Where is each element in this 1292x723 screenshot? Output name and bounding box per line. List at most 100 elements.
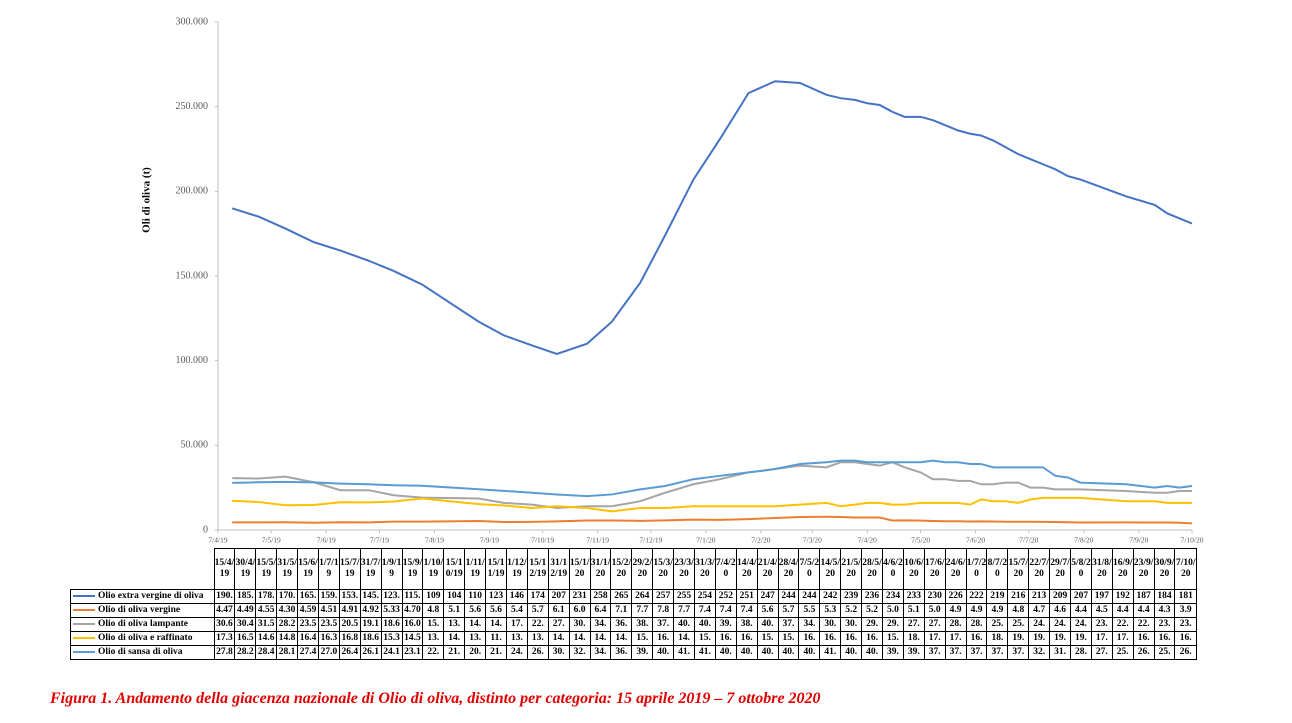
table-value: 23. bbox=[1174, 617, 1197, 632]
table-value: 14. bbox=[464, 617, 487, 632]
table-value: 20.5 bbox=[338, 617, 361, 632]
table-value: 39. bbox=[882, 645, 904, 660]
table-value: 14. bbox=[673, 631, 695, 646]
table-value: 247 bbox=[756, 589, 779, 604]
table-date: 21/4/20 bbox=[756, 548, 779, 590]
table-value: 40. bbox=[861, 645, 883, 660]
table-value: 7.4 bbox=[693, 603, 716, 618]
table-header-row: 15/4/19 30/4/19 15/5/19 31/5/19 15/6/19 1/7/1… bbox=[71, 548, 1197, 590]
table-value: 178. bbox=[255, 589, 278, 604]
legend-label: Olio extra vergine di oliva bbox=[98, 591, 204, 601]
x-tick-label: 7/10/20 bbox=[1181, 536, 1204, 545]
table-value: 222 bbox=[965, 589, 988, 604]
table-value: 19. bbox=[1049, 631, 1072, 646]
table-value: 30.6 bbox=[213, 617, 236, 632]
table-date: 15/10/19 bbox=[443, 548, 466, 590]
table-value: 4.9 bbox=[944, 603, 967, 618]
table-value: 5.7 bbox=[777, 603, 800, 618]
table-value: 5.0 bbox=[882, 603, 904, 618]
table-value: 4.70 bbox=[401, 603, 424, 618]
table-value: 17. bbox=[1111, 631, 1134, 646]
table-date: 31/3/20 bbox=[693, 548, 716, 590]
table-value: 41. bbox=[819, 645, 842, 660]
table-value: 153. bbox=[338, 589, 361, 604]
table-value: 207 bbox=[1070, 589, 1092, 604]
table-date: 1/7/20 bbox=[965, 548, 988, 590]
x-tick-label: 7/3/20 bbox=[803, 536, 822, 545]
legend-cell: Olio di oliva lampante bbox=[70, 617, 215, 632]
table-value: 17. bbox=[1090, 631, 1113, 646]
table-value: 216 bbox=[1007, 589, 1030, 604]
table-value: 18.6 bbox=[380, 617, 403, 632]
x-tick-label: 7/7/20 bbox=[1019, 536, 1038, 545]
table-date: 7/5/20 bbox=[798, 548, 821, 590]
legend-label: Olio di oliva lampante bbox=[98, 619, 188, 629]
table-date: 29/7/20 bbox=[1049, 548, 1072, 590]
table-value: 14.8 bbox=[276, 631, 299, 646]
x-tick-label: 7/2/20 bbox=[751, 536, 770, 545]
table-value: 28.2 bbox=[276, 617, 299, 632]
table-value: 123 bbox=[485, 589, 507, 604]
table-date: 31/12/19 bbox=[547, 548, 570, 590]
legend-swatch bbox=[73, 650, 95, 653]
table-value: 32. bbox=[1028, 645, 1051, 660]
table-value: 40. bbox=[756, 617, 779, 632]
table-value: 5.2 bbox=[861, 603, 883, 618]
table-value: 23.5 bbox=[297, 617, 319, 632]
table-value: 242 bbox=[819, 589, 842, 604]
table-value: 4.91 bbox=[338, 603, 361, 618]
x-tick-label: 7/7/19 bbox=[370, 536, 389, 545]
table-value: 4.4 bbox=[1132, 603, 1155, 618]
table-value: 181 bbox=[1174, 589, 1197, 604]
table-value: 187 bbox=[1132, 589, 1155, 604]
table-value: 258 bbox=[589, 589, 612, 604]
table-value: 24.1 bbox=[380, 645, 403, 660]
table-value: 39. bbox=[714, 617, 737, 632]
table-value: 28. bbox=[1070, 645, 1092, 660]
table-value: 233 bbox=[902, 589, 925, 604]
x-tick-label: 7/10/19 bbox=[531, 536, 554, 545]
table-value: 14. bbox=[485, 617, 507, 632]
x-tick-label: 7/6/19 bbox=[317, 536, 336, 545]
table-value: 16. bbox=[735, 631, 758, 646]
series-line bbox=[231, 80, 1193, 355]
table-value: 22. bbox=[526, 617, 549, 632]
table-value: 15. bbox=[777, 631, 800, 646]
table-value: 17. bbox=[923, 631, 946, 646]
table-date: 31/1/20 bbox=[589, 548, 612, 590]
table-value: 40. bbox=[652, 645, 675, 660]
table-value: 30. bbox=[568, 617, 591, 632]
table-value: 14. bbox=[610, 631, 633, 646]
table-value: 16. bbox=[714, 631, 737, 646]
table-value: 13. bbox=[464, 631, 487, 646]
table-value: 23.1 bbox=[401, 645, 424, 660]
table-value: 14. bbox=[547, 631, 570, 646]
table-value: 110 bbox=[464, 589, 487, 604]
table-value: 38. bbox=[735, 617, 758, 632]
table-date: 15/4/19 bbox=[213, 548, 236, 590]
table-value: 265 bbox=[610, 589, 633, 604]
table-date: 15/2/20 bbox=[610, 548, 633, 590]
table-value: 7.7 bbox=[673, 603, 695, 618]
table-value: 40. bbox=[777, 645, 800, 660]
table-value: 7.4 bbox=[714, 603, 737, 618]
legend-cell: Olio extra vergine di oliva bbox=[70, 589, 215, 604]
table-value: 174 bbox=[526, 589, 549, 604]
table-value: 40. bbox=[735, 645, 758, 660]
table-value: 13. bbox=[526, 631, 549, 646]
table-value: 5.4 bbox=[505, 603, 528, 618]
table-value: 21. bbox=[485, 645, 507, 660]
table-date: 15/7/19 bbox=[338, 548, 361, 590]
chart: Oli di oliva (t) 0 50.000 100.000 150.000 20… bbox=[141, 16, 1204, 545]
table-value: 37. bbox=[923, 645, 946, 660]
y-tick-label: 100.000 bbox=[176, 355, 209, 366]
table-value: 7.7 bbox=[631, 603, 654, 618]
data-table: 15/4/19 30/4/19 15/5/19 31/5/19 15/6/19 1/7/1… bbox=[70, 548, 1197, 660]
table-date: 15/11/19 bbox=[485, 548, 507, 590]
table-value: 19.1 bbox=[359, 617, 382, 632]
legend-cell: Olio di oliva vergine bbox=[70, 603, 215, 618]
table-date: 8/7/20 bbox=[986, 548, 1009, 590]
table-value: 31.5 bbox=[255, 617, 278, 632]
table-row: Olio di oliva vergine 4.47 4.49 4.55 4.30 4.5… bbox=[70, 603, 1197, 618]
y-tick-label: 50.000 bbox=[181, 440, 209, 451]
